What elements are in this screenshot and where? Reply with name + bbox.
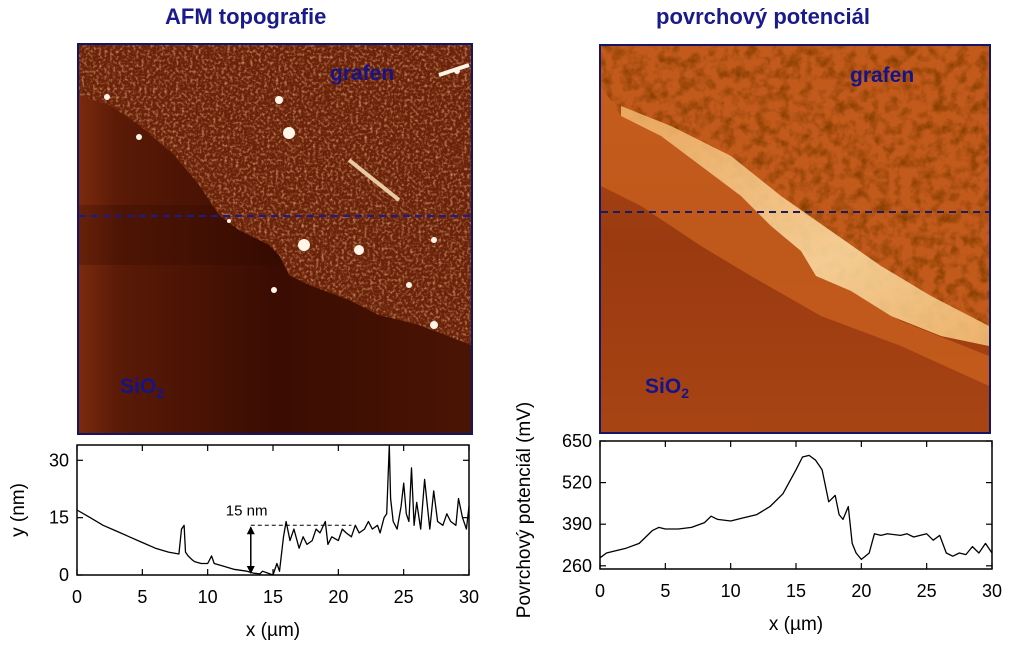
potential-x-tick-label: 25 (917, 581, 937, 601)
potential-x-tick-label: 15 (786, 581, 806, 601)
potential-profile-line (599, 454, 993, 561)
potential-plot: 0 5 10 15 20 25 30 260 390 520 650 x (µm) Povrchový … (514, 402, 1002, 635)
potential-y-tick-label: 520 (562, 473, 592, 493)
potential-x-tick-label: 30 (982, 581, 1002, 601)
topography-x-tick-label: 30 (459, 587, 479, 607)
topography-x-tick-label: 25 (394, 587, 414, 607)
afm-topography-map (79, 45, 471, 433)
potential-x-tick-label: 0 (595, 581, 605, 601)
potential-graphene-label: grafen (850, 64, 915, 87)
topography-y-tick-label: 15 (49, 508, 69, 528)
potential-x-tick-label: 20 (851, 581, 871, 601)
topography-y-axis-label: y (nm) (8, 483, 29, 537)
afm-sio2-label: SiO2 (120, 375, 164, 402)
topography-profile-line (76, 444, 470, 576)
potential-title: povrchový potenciál (656, 4, 870, 29)
surface-potential-map (601, 46, 989, 432)
potential-x-tick-label: 5 (660, 581, 670, 601)
topography-x-tick-label: 15 (263, 587, 283, 607)
topography-plot: 0 5 10 15 20 25 30 0 15 30 x (µm) y (nm) 15 nm (8, 444, 479, 641)
potential-x-axis-label: x (µm) (769, 614, 823, 635)
afm-topography-image (77, 43, 473, 435)
topography-x-axis-label: x (µm) (246, 620, 300, 641)
topography-y-tick-label: 0 (59, 565, 69, 585)
topography-annotation-label: 15 nm (226, 502, 268, 519)
topography-x-tick-label: 0 (72, 587, 82, 607)
topography-plot-frame (76, 444, 470, 576)
potential-bright-edge (621, 106, 989, 346)
afm-graphene-label: grafen (330, 62, 395, 85)
topography-x-tick-label: 10 (198, 587, 218, 607)
afm-title: AFM topografie (165, 4, 327, 29)
topography-annotation-arrowhead-top (246, 526, 255, 535)
topography-x-tick-label: 5 (137, 587, 147, 607)
potential-y-axis-label: Povrchový potenciál (mV) (514, 402, 535, 618)
afm-streak (347, 158, 401, 202)
potential-y-tick-label: 650 (562, 431, 592, 451)
surface-potential-image (599, 44, 991, 434)
topography-annotation-arrowhead-bottom (246, 566, 255, 574)
afm-particles (104, 68, 460, 329)
topography-x-tick-label: 20 (328, 587, 348, 607)
potential-x-tick-label: 10 (721, 581, 741, 601)
potential-y-tick-label: 260 (562, 556, 592, 576)
topography-y-tick-label: 30 (49, 450, 69, 470)
potential-y-tick-label: 390 (562, 514, 592, 534)
potential-plot-frame (599, 440, 993, 570)
potential-sio2-label: SiO2 (645, 375, 689, 402)
